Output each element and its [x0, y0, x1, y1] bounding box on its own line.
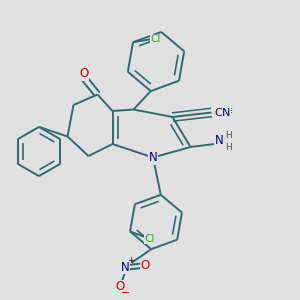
- Text: H: H: [225, 130, 231, 140]
- Text: O: O: [115, 280, 124, 293]
- Text: C: C: [214, 107, 222, 118]
- Text: ≡: ≡: [224, 106, 233, 116]
- Text: Cl: Cl: [144, 234, 155, 244]
- Text: N: N: [148, 151, 158, 164]
- Text: +: +: [128, 256, 135, 265]
- Text: C: C: [215, 106, 223, 117]
- Text: −: −: [120, 288, 130, 298]
- Text: O: O: [141, 259, 150, 272]
- Text: H: H: [225, 142, 231, 152]
- Text: N: N: [222, 107, 231, 118]
- Text: Cl: Cl: [150, 34, 161, 44]
- Text: O: O: [80, 67, 88, 80]
- Text: N: N: [121, 261, 130, 274]
- Text: N: N: [214, 134, 224, 147]
